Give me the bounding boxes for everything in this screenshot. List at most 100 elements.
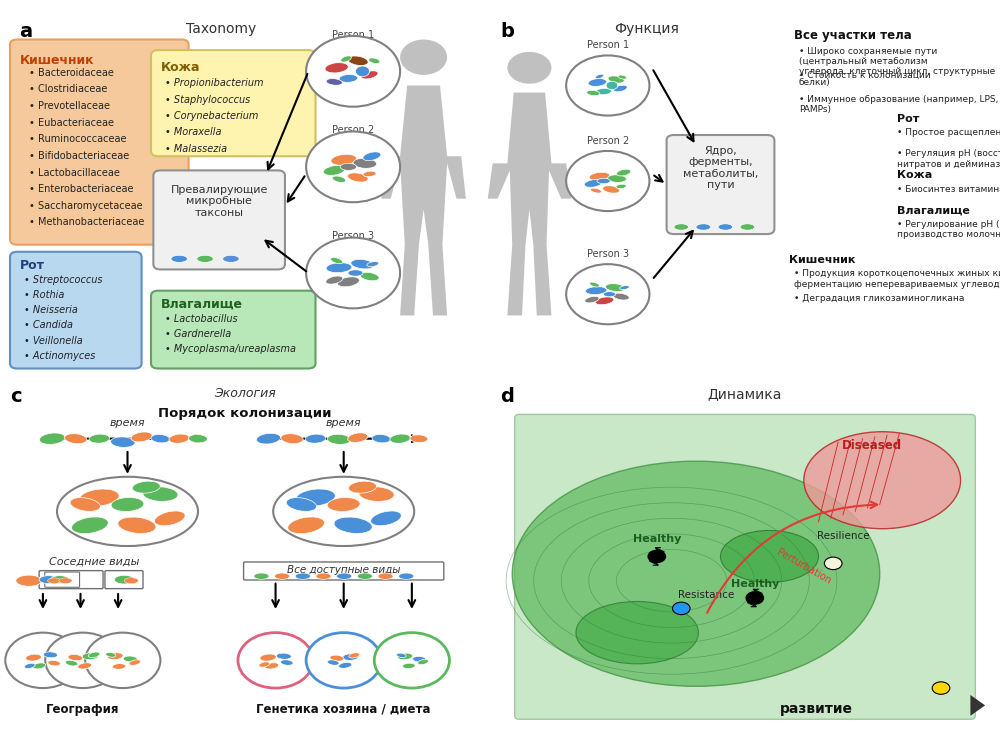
Text: время: время (326, 419, 362, 428)
Circle shape (306, 632, 381, 688)
Ellipse shape (418, 660, 429, 665)
Ellipse shape (143, 486, 178, 501)
Ellipse shape (353, 158, 377, 168)
FancyBboxPatch shape (10, 252, 142, 368)
Text: время: время (110, 419, 145, 428)
Text: Превалирующие
микробные
таксоны: Превалирующие микробные таксоны (170, 184, 268, 217)
Text: Person 3: Person 3 (587, 249, 629, 259)
Ellipse shape (88, 652, 100, 657)
Ellipse shape (275, 573, 290, 579)
Ellipse shape (254, 573, 269, 579)
Ellipse shape (331, 154, 356, 165)
Text: • Neisseria: • Neisseria (24, 305, 78, 315)
Ellipse shape (59, 578, 72, 584)
Ellipse shape (372, 434, 391, 443)
Ellipse shape (68, 654, 83, 661)
Text: • Lactobacillaceae: • Lactobacillaceae (29, 167, 120, 178)
Ellipse shape (72, 517, 108, 534)
Text: Рот: Рот (897, 113, 919, 124)
Ellipse shape (397, 653, 406, 657)
Circle shape (566, 264, 649, 324)
Ellipse shape (296, 489, 335, 506)
Ellipse shape (286, 497, 317, 511)
Ellipse shape (265, 663, 279, 669)
Ellipse shape (595, 297, 614, 304)
FancyBboxPatch shape (515, 414, 975, 719)
Text: Кожа: Кожа (897, 170, 932, 181)
Ellipse shape (363, 171, 376, 177)
Ellipse shape (131, 432, 152, 442)
Text: развитие: развитие (780, 702, 853, 716)
Text: • Регулирование pH (через
производство молочной кислоты): • Регулирование pH (через производство м… (897, 220, 1000, 240)
Text: Порядок колонизации: Порядок колонизации (158, 408, 332, 421)
Ellipse shape (78, 663, 92, 669)
Text: • Actinomyces: • Actinomyces (24, 351, 95, 361)
Ellipse shape (118, 517, 156, 534)
Ellipse shape (696, 224, 711, 230)
Ellipse shape (327, 434, 351, 444)
Ellipse shape (124, 578, 138, 584)
Text: • Prevotellaceae: • Prevotellaceae (29, 101, 110, 111)
Ellipse shape (281, 433, 303, 444)
Text: • Enterobacteriaceae: • Enterobacteriaceae (29, 184, 133, 194)
Ellipse shape (330, 655, 344, 661)
Text: Кожа: Кожа (160, 60, 200, 74)
Text: • Moraxella: • Moraxella (165, 128, 222, 137)
Text: • Veillonella: • Veillonella (24, 335, 83, 346)
Ellipse shape (616, 184, 626, 189)
Ellipse shape (588, 79, 607, 86)
Text: • Malassezia: • Malassezia (165, 144, 227, 153)
Ellipse shape (410, 435, 428, 442)
Text: • Streptococcus: • Streptococcus (24, 275, 103, 284)
Text: Resistance: Resistance (678, 590, 734, 600)
Text: • Corynebacterium: • Corynebacterium (165, 111, 258, 121)
Text: • Биосинтез витамина D: • Биосинтез витамина D (897, 184, 1000, 194)
Ellipse shape (197, 255, 213, 262)
Text: • Bifidobacteriaceae: • Bifidobacteriaceae (29, 151, 129, 161)
Ellipse shape (399, 573, 414, 579)
Ellipse shape (337, 573, 352, 579)
Ellipse shape (613, 85, 627, 91)
Text: • Propionibacterium: • Propionibacterium (165, 78, 264, 88)
Text: Healthy: Healthy (731, 579, 779, 589)
Ellipse shape (618, 75, 627, 79)
Ellipse shape (39, 576, 58, 584)
Ellipse shape (339, 663, 352, 668)
Ellipse shape (16, 575, 42, 586)
Ellipse shape (589, 282, 600, 287)
Ellipse shape (111, 437, 135, 447)
FancyBboxPatch shape (244, 562, 444, 580)
Ellipse shape (256, 433, 281, 444)
Text: • Регуляция pH (восстановление
нитратов и дейминазы аргинина): • Регуляция pH (восстановление нитратов … (897, 149, 1000, 169)
Text: • Saccharomycetaceae: • Saccharomycetaceae (29, 200, 142, 211)
Ellipse shape (347, 173, 368, 182)
Ellipse shape (123, 656, 137, 662)
Ellipse shape (189, 435, 207, 443)
Text: Влагалище: Влагалище (160, 298, 242, 311)
Ellipse shape (718, 224, 733, 230)
Ellipse shape (343, 654, 358, 660)
Text: c: c (10, 387, 22, 405)
Text: Генетика хозяина / диета: Генетика хозяина / диета (256, 703, 431, 716)
Ellipse shape (281, 660, 293, 666)
Ellipse shape (154, 511, 185, 525)
Ellipse shape (351, 259, 374, 269)
Circle shape (306, 237, 400, 308)
Text: • Lactobacillus: • Lactobacillus (165, 314, 238, 324)
Circle shape (648, 551, 666, 562)
Ellipse shape (348, 270, 363, 276)
Text: • Eubacteriaceae: • Eubacteriaceae (29, 118, 114, 128)
Ellipse shape (129, 660, 141, 666)
Ellipse shape (589, 172, 610, 181)
Ellipse shape (348, 481, 377, 493)
Ellipse shape (316, 573, 331, 579)
Text: • Простое расщепление углеводов: • Простое расщепление углеводов (897, 128, 1000, 137)
Text: • Ruminococcaceae: • Ruminococcaceae (29, 134, 126, 144)
FancyBboxPatch shape (667, 135, 774, 234)
Text: • Стойкость к колонизации: • Стойкость к колонизации (799, 71, 931, 80)
Text: Функция: Функция (615, 22, 679, 36)
Ellipse shape (413, 657, 426, 662)
Circle shape (566, 151, 649, 211)
Ellipse shape (367, 262, 379, 267)
Text: География: География (46, 703, 120, 716)
